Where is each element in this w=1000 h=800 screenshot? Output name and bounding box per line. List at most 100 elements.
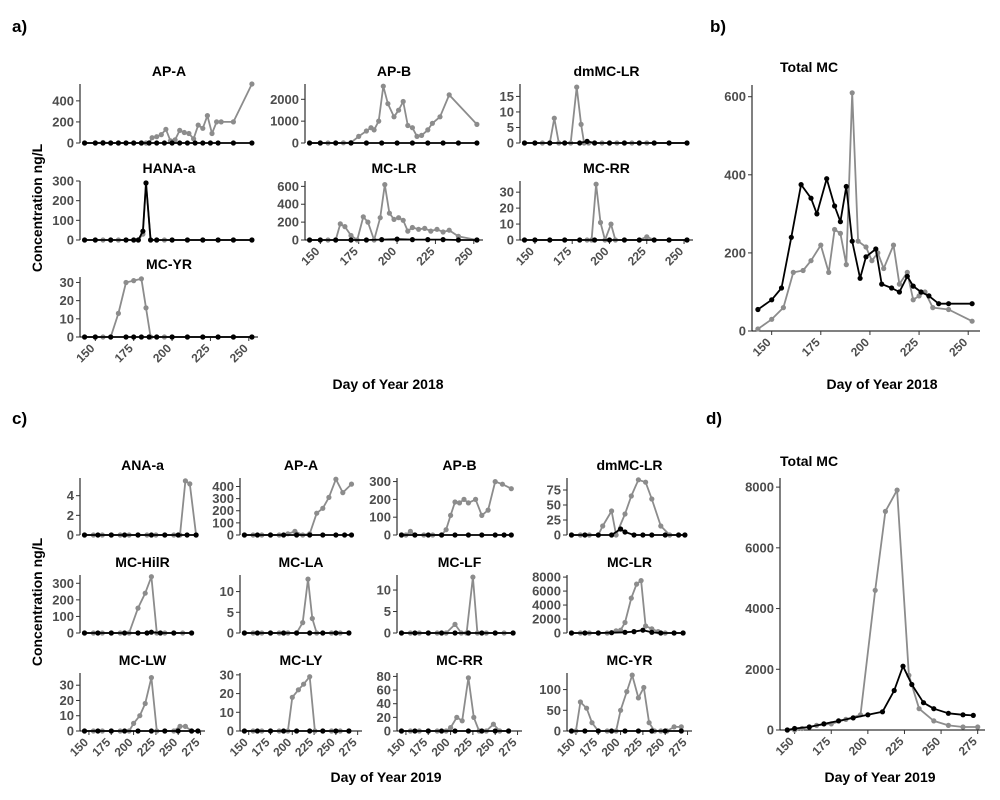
b-total-mc-series-gray-point	[910, 297, 916, 303]
a-mc-lr-xtick-label: 200	[375, 244, 399, 268]
a-dmmc-lr-title: dmMC-LR	[573, 63, 639, 79]
c-mc-la-5-series-gray-line	[244, 578, 349, 634]
a-hana-a-series-black-point	[82, 237, 88, 243]
a-mc-lr-series-gray-point	[434, 226, 440, 232]
d-total-mc-series-gray-point	[960, 724, 966, 730]
a-hana-a-title: HANA-a	[143, 160, 196, 176]
c-ap-a-1-series-gray-point	[320, 505, 326, 511]
c-ana-a-0-series-black-point	[175, 532, 181, 538]
c-mc-rr-10-xtick-label: 250	[473, 735, 497, 759]
c-dmmc-lr-3-ytick-label: 50	[547, 498, 561, 513]
c-mc-lw-8-xtick-label: 150	[67, 735, 91, 759]
a-ap-a-series-black-point	[138, 140, 144, 146]
c-ana-a-0-series-black-point	[81, 532, 88, 538]
c-ap-a-1-series-black-point	[342, 532, 348, 538]
a-dmmc-lr-series-black-point	[562, 140, 568, 146]
c-ap-a-1-ytick-label: 300	[212, 491, 234, 506]
c-dmmc-lr-3-series-gray-point	[658, 523, 664, 529]
c-mc-hilr-4-series-black-point	[171, 630, 177, 636]
a-dmmc-lr-series-black-point	[621, 140, 628, 146]
c-mc-rr-10-series-gray-point	[459, 718, 465, 724]
c-ap-a-1-title: AP-A	[284, 457, 318, 473]
a-ap-b-series-gray-point	[391, 114, 397, 120]
c-ap-b-2-series-gray-point	[508, 486, 514, 492]
a-mc-lr-ytick-label: 0	[292, 233, 299, 248]
d-total-mc-series-black-point	[920, 700, 927, 706]
a-mc-rr-ytick-label: 0	[507, 233, 514, 248]
a-mc-lr-series-gray-point	[382, 182, 388, 188]
a-mc-yr-series-black-point	[215, 334, 221, 340]
a-mc-lr-series-black-point	[363, 237, 369, 243]
d-total-mc-series-black-line	[787, 665, 974, 731]
b-total-mc-series-gray-point	[930, 305, 936, 311]
c-mc-ly-9-series-black-point	[254, 728, 260, 734]
a-mc-rr-series-black-point	[606, 237, 613, 243]
c-mc-hilr-4-series-black-point	[135, 630, 141, 636]
d-total-mc-series-black-point	[836, 718, 842, 724]
c-ana-a-0-series-black-point	[122, 532, 128, 538]
c-mc-lr-7-series-black-point	[631, 629, 637, 635]
c-mc-lw-8-title: MC-LW	[119, 652, 167, 668]
c-mc-rr-10-xtick-label: 275	[496, 735, 520, 759]
c-ap-b-2-series-gray-point	[473, 496, 479, 502]
a-ap-a-title: AP-A	[152, 63, 186, 79]
c-mc-hilr-4-ytick-label: 200	[52, 592, 74, 607]
a-ap-b-ytick-label: 0	[292, 136, 299, 151]
a-mc-rr-ytick-label: 30	[500, 185, 514, 200]
c-mc-yr-11-series-black-point	[622, 728, 628, 734]
c-mc-la-5-ytick-label: 5	[227, 605, 234, 620]
c-mc-lf-6-series-black-point	[452, 630, 458, 636]
c-ana-a-0-plot: ANA-a 0 2 4	[67, 457, 199, 543]
c-mc-ly-9-series-black-point	[346, 728, 352, 734]
plots-layer: AP-A0200400AP-B010002000dmMC-LR051015HAN…	[52, 59, 985, 759]
a-dmmc-lr-series-black-point	[636, 140, 642, 146]
c-mc-yr-11-series-gray-point	[635, 695, 642, 701]
a-mc-rr-series-black-point	[666, 237, 672, 243]
b-total-mc-series-gray-point	[863, 244, 869, 250]
a-mc-yr-ytick-label: 30	[60, 275, 74, 290]
d-total-mc-series-gray-point	[882, 508, 889, 514]
c-ap-b-2-series-black-point	[492, 532, 498, 538]
d-total-mc-series-black-point	[909, 681, 915, 688]
a-mc-yr-ytick-label: 20	[60, 293, 74, 308]
a-dmmc-lr-series-black-point	[521, 140, 528, 146]
a-ap-a-series-black-point	[154, 140, 160, 146]
a-mc-yr-series-gray-line	[84, 277, 252, 338]
a-ap-b-series-gray-point	[429, 120, 435, 126]
d-total-mc-series-black-point	[784, 727, 790, 733]
c-mc-yr-11-series-gray-point	[624, 689, 630, 695]
c-dmmc-lr-3-ytick-label: 25	[547, 513, 561, 528]
c-ap-a-1-ytick-label: 400	[212, 479, 234, 494]
c-dmmc-lr-3-series-gray-point	[600, 523, 606, 529]
c-mc-lw-8-series-gray-line	[84, 676, 198, 732]
c-mc-rr-10-ytick-label: 20	[377, 710, 391, 725]
a-hana-a-series-black-point	[215, 237, 221, 243]
c-ana-a-0-series-black-point	[162, 532, 168, 538]
c-dmmc-lr-3-series-black-point	[649, 532, 655, 538]
a-mc-lr-series-gray-point	[386, 210, 392, 216]
c-mc-la-5-series-gray-point	[305, 576, 311, 582]
a-ap-a-series-gray-point	[158, 132, 164, 138]
c-mc-lf-6-series-black-point	[479, 630, 485, 636]
c-mc-hilr-4-ytick-label: 100	[52, 609, 74, 624]
a-mc-rr-series-black-point	[547, 237, 553, 243]
a-ap-a-series-black-point	[249, 140, 255, 146]
a-hana-a-series-black-point	[108, 237, 114, 243]
c-mc-lf-6-plot: MC-LF 0 5 10	[377, 554, 516, 641]
c-ana-a-0-ytick-label: 0	[67, 528, 74, 543]
a-ap-a-series-black-point	[200, 140, 206, 146]
c-mc-lw-8-series-black-point	[148, 728, 154, 734]
a-dmmc-lr-series-black-point	[532, 140, 538, 146]
c-ap-a-1-series-black-point	[333, 532, 339, 538]
c-mc-yr-11-series-black-point	[609, 728, 615, 734]
c-ana-a-0-series-black-point	[148, 532, 154, 538]
c-mc-la-5-series-black-point	[241, 630, 247, 636]
b-total-mc-series-black-point	[879, 281, 885, 287]
b-total-mc-series-black-point	[808, 195, 814, 201]
c-ap-b-2-series-gray-point	[499, 481, 505, 487]
c-ana-a-0-series-gray-line	[84, 479, 197, 536]
c-mc-lf-6-series-gray-point	[470, 574, 476, 580]
